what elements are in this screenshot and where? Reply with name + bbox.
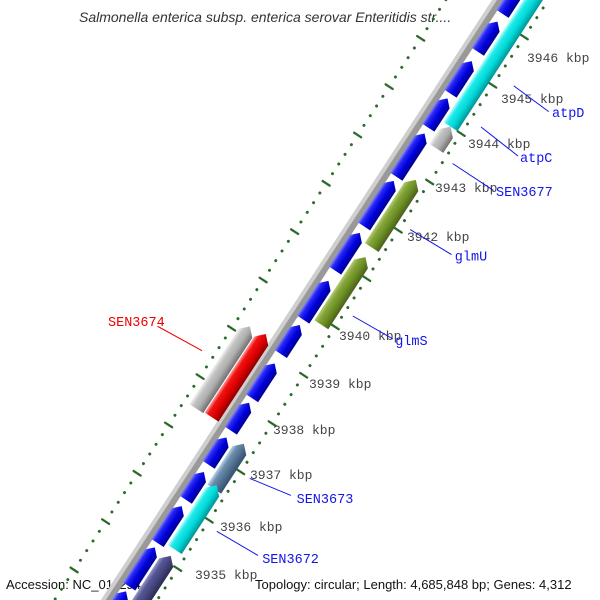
svg-text:atpD: atpD <box>552 107 584 122</box>
svg-text:glmU: glmU <box>455 251 487 266</box>
svg-text:3937 kbp: 3937 kbp <box>250 468 312 483</box>
svg-text:atpC: atpC <box>520 152 552 167</box>
svg-text:SEN3677: SEN3677 <box>496 186 553 201</box>
svg-text:SEN3673: SEN3673 <box>297 493 354 508</box>
svg-text:3938 kbp: 3938 kbp <box>273 423 335 438</box>
svg-text:SEN3672: SEN3672 <box>262 553 319 568</box>
svg-text:3939 kbp: 3939 kbp <box>309 377 371 392</box>
svg-text:SEN3674: SEN3674 <box>108 316 165 331</box>
svg-text:3940 kbp: 3940 kbp <box>339 329 401 344</box>
svg-text:3936 kbp: 3936 kbp <box>220 520 282 535</box>
svg-text:3935 kbp: 3935 kbp <box>195 568 257 583</box>
svg-text:3946 kbp: 3946 kbp <box>527 51 589 66</box>
svg-text:glmS: glmS <box>395 335 427 350</box>
svg-text:3942 kbp: 3942 kbp <box>407 230 469 245</box>
svg-text:3943 kbp: 3943 kbp <box>435 181 497 196</box>
svg-text:3944 kbp: 3944 kbp <box>468 137 530 152</box>
